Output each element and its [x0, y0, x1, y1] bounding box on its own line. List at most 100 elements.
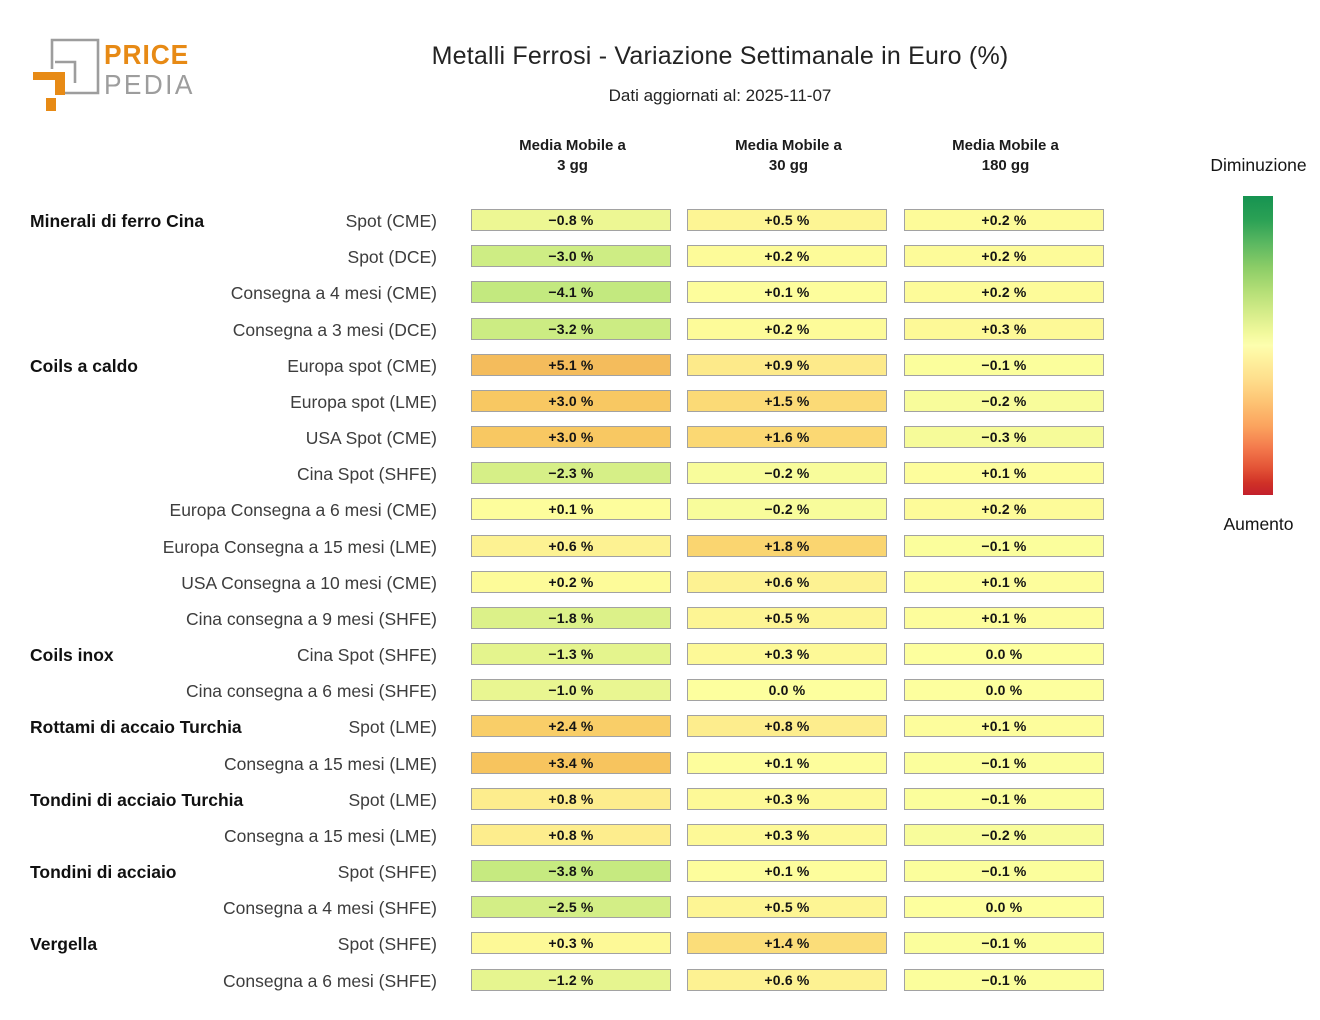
column-header-line1: Media Mobile a [735, 137, 842, 154]
group-label: Minerali di ferro Cina [30, 211, 205, 231]
heatmap-cell: +0.8 % [471, 787, 671, 810]
heatmap-cell: −0.1 % [904, 353, 1104, 376]
heatmap-cell: −0.8 % [471, 209, 671, 231]
page-subtitle: Dati aggiornati al: 2025-11-07 [608, 86, 832, 105]
row-label: Europa Consegna a 15 mesi (LME) [162, 536, 437, 557]
heatmap-cell: −0.1 % [904, 860, 1104, 883]
column-header-line2: 3 gg [557, 157, 588, 174]
heatmap-cell: 0.0 % [904, 643, 1104, 666]
row-label: Consegna a 6 mesi (SHFE) [223, 970, 437, 991]
heatmap-cell: 0.0 % [904, 896, 1104, 919]
row-label: Cina Spot (SHFE) [296, 464, 437, 485]
row-label: Europa spot (LME) [290, 391, 437, 412]
row-label: Consegna a 15 mesi (LME) [223, 753, 437, 774]
heatmap-cell: −2.5 % [471, 896, 671, 919]
heatmap-cell: +0.1 % [904, 462, 1104, 485]
heatmap-cell: −0.1 % [904, 932, 1104, 955]
row-label: Spot (LME) [348, 717, 438, 738]
heatmap-cell: −3.8 % [471, 860, 671, 883]
heatmap-cell: +0.9 % [687, 353, 887, 376]
heatmap-cell: +1.4 % [687, 932, 887, 955]
column-header-line2: 180 gg [981, 157, 1030, 174]
column-header: Media Mobile a 30 gg [687, 136, 890, 176]
heatmap-cell: +0.1 % [687, 751, 887, 774]
heatmap-cell: +0.1 % [687, 860, 887, 883]
heatmap-cell: +0.1 % [904, 715, 1104, 738]
row-label: Consegna a 3 mesi (DCE) [232, 319, 437, 340]
heatmap-cell: +0.2 % [904, 245, 1104, 268]
group-label: Coils a caldo [30, 355, 138, 376]
brand-pedia-text: PEDIA [104, 69, 195, 100]
heatmap-cell: −0.2 % [687, 498, 887, 521]
row-label: USA Spot (CME) [305, 428, 437, 449]
heatmap-cell: 0.0 % [687, 679, 887, 702]
legend-gradient-bar [1243, 196, 1273, 495]
heatmap-cell: +0.1 % [687, 281, 887, 304]
group-label: Tondini di acciaio [30, 862, 177, 883]
heatmap-cell: −1.8 % [471, 606, 671, 629]
heatmap-cell: −0.1 % [904, 751, 1104, 774]
column-header-line1: Media Mobile a [952, 137, 1059, 154]
brand-price-text: PRICE [104, 39, 190, 70]
heatmap-cell: +1.6 % [687, 426, 887, 449]
heatmap-cell: −1.0 % [471, 679, 671, 702]
heatmap-cell: +0.5 % [687, 209, 887, 231]
row-label: Spot (SHFE) [337, 862, 437, 883]
heatmap-cell: +0.3 % [687, 643, 887, 666]
group-label: Vergella [30, 934, 98, 955]
column-header: Media Mobile a 180 gg [904, 136, 1107, 176]
heatmap-cell: +5.1 % [471, 353, 671, 376]
heatmap-cell: −2.3 % [471, 462, 671, 485]
heatmap-cell: +0.3 % [687, 823, 887, 846]
heatmap-cell: +0.2 % [687, 317, 887, 340]
heatmap-cell: +0.2 % [904, 209, 1104, 231]
heatmap-cell: −0.1 % [904, 968, 1104, 991]
row-label: Cina consegna a 9 mesi (SHFE) [186, 608, 437, 629]
heatmap-cell: +1.8 % [687, 534, 887, 557]
group-label: Coils inox [30, 645, 114, 666]
legend-increase-label: Aumento [1223, 514, 1294, 534]
pricepedia-logo-icon [33, 38, 100, 111]
column-header-line1: Media Mobile a [519, 137, 626, 154]
heatmap-cell: +0.8 % [687, 715, 887, 738]
heatmap-cell: +0.6 % [471, 534, 671, 557]
heatmap-cell: +0.3 % [471, 932, 671, 955]
heatmap-cell: −3.2 % [471, 317, 671, 340]
heatmap-cell: −0.1 % [904, 787, 1104, 810]
heatmap-cell: +0.6 % [687, 968, 887, 991]
heatmap-cell: −0.2 % [687, 462, 887, 485]
group-label: Rottami di accaio Turchia [30, 717, 242, 738]
row-label: Europa Consegna a 6 mesi (CME) [169, 500, 437, 521]
heatmap-cell: +0.1 % [904, 606, 1104, 629]
group-label: Tondini di acciaio Turchia [30, 789, 244, 810]
heatmap-cell: −1.3 % [471, 643, 671, 666]
heatmap-cell: +0.2 % [687, 245, 887, 268]
heatmap-cell: −4.1 % [471, 281, 671, 304]
heatmap-cell: −0.2 % [904, 389, 1104, 412]
heatmap-cell: −1.2 % [471, 968, 671, 991]
row-label: Cina Spot (SHFE) [296, 645, 437, 666]
page-title: Metalli Ferrosi - Variazione Settimanale… [431, 42, 1009, 70]
heatmap-cell: +0.2 % [471, 570, 671, 593]
heatmap-cell: +3.0 % [471, 426, 671, 449]
heatmap-cell: +0.3 % [904, 317, 1104, 340]
row-label: Spot (CME) [345, 211, 437, 231]
row-label: Spot (SHFE) [337, 934, 437, 955]
heatmap-cell: +3.0 % [471, 389, 671, 412]
heatmap-cell: +2.4 % [471, 715, 671, 738]
heatmap-cell: +0.8 % [471, 823, 671, 846]
heatmap-cell: +0.3 % [687, 787, 887, 810]
row-label: Cina consegna a 6 mesi (SHFE) [186, 681, 437, 702]
heatmap-cell: +0.2 % [904, 498, 1104, 521]
heatmap-cell: −0.2 % [904, 823, 1104, 846]
column-header-line2: 30 gg [768, 157, 809, 174]
heatmap-cell: +0.1 % [471, 498, 671, 521]
brand-wordmark: PRICE PEDIA [104, 40, 195, 100]
pricepedia-logo: PRICE PEDIA [33, 36, 263, 116]
heatmap-cell: +0.2 % [904, 281, 1104, 304]
heatmap-cell: +0.6 % [687, 570, 887, 593]
heatmap-cell: +1.5 % [687, 389, 887, 412]
row-label: Consegna a 15 mesi (LME) [223, 825, 437, 846]
row-label: Consegna a 4 mesi (SHFE) [223, 898, 437, 919]
